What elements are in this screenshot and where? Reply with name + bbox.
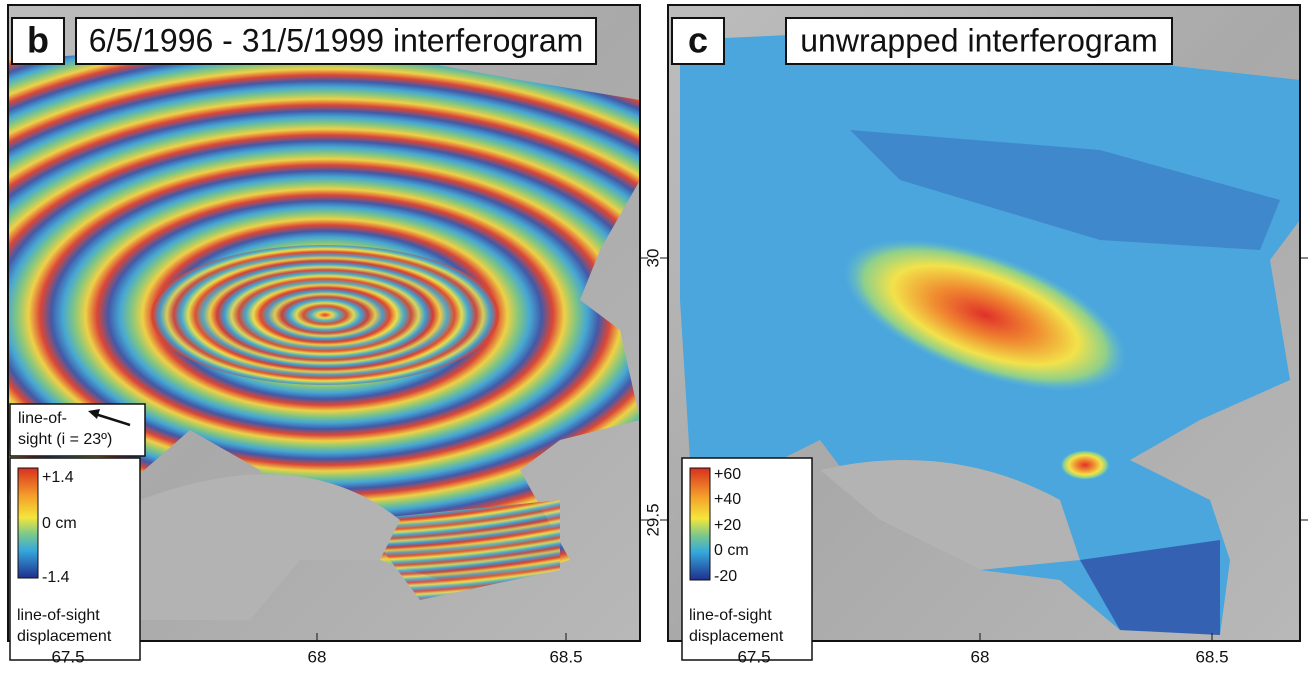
look-box <box>9 403 146 457</box>
panel-title: 6/5/1996 - 31/5/1999 interferogram <box>89 22 584 58</box>
deformation-lobe <box>842 238 1128 392</box>
x-tick-label: 68 <box>971 647 990 666</box>
colorbar-title: line-of-sight <box>17 607 100 624</box>
colorbar <box>689 467 711 581</box>
frame <box>7 4 641 642</box>
y-tick-label: 29.5 <box>643 503 662 536</box>
x-tick-label: 68.5 <box>549 647 582 666</box>
y-tick-label: 30 <box>643 249 662 268</box>
x-tick-label: 67.5 <box>737 647 770 666</box>
colorbar-label: +40 <box>714 491 741 508</box>
x-tick-label: 68 <box>308 647 327 666</box>
look-arrow <box>91 411 131 427</box>
title-box <box>75 17 597 65</box>
deformation-south <box>1060 450 1110 480</box>
panel-label: c <box>688 20 708 61</box>
look-text: line-of- <box>18 410 67 427</box>
negative-zone <box>850 130 1280 250</box>
panel-label-box <box>11 17 65 65</box>
title-box <box>785 17 1173 65</box>
colorbar-title: line-of-sight <box>689 607 772 624</box>
basin <box>140 474 400 620</box>
colorbar-title: displacement <box>689 628 784 645</box>
colorbar-label: +1.4 <box>42 469 74 486</box>
colorbar-label: 0 cm <box>714 542 749 559</box>
colorbar-label: 0 cm <box>42 515 77 532</box>
x-tick-label: 68.5 <box>1195 647 1228 666</box>
panel-label: b <box>27 20 49 61</box>
colorbar-label: -20 <box>714 568 737 585</box>
look-arrowhead <box>88 409 100 419</box>
panel-title: unwrapped interferogram <box>800 22 1158 58</box>
colorbar-label: +60 <box>714 466 741 483</box>
look-text: sight (i = 23º) <box>18 431 112 448</box>
fine-fringes-south <box>360 500 560 600</box>
x-axis: 67.5 68 68.5 67.5 68 68.5 <box>51 633 1229 666</box>
basin <box>820 460 1080 570</box>
x-tick-label: 67.5 <box>51 647 84 666</box>
colorbar <box>17 467 39 579</box>
y-axis: 30 29.5 <box>640 249 1308 537</box>
negative-zone-south <box>1080 540 1220 635</box>
frame <box>667 4 1301 642</box>
fine-fringes <box>150 245 500 385</box>
colorbar-label: -1.4 <box>42 569 70 586</box>
colorbar-title: displacement <box>17 628 112 645</box>
colorbar-label: +20 <box>714 517 741 534</box>
panel-label-box <box>671 17 725 65</box>
